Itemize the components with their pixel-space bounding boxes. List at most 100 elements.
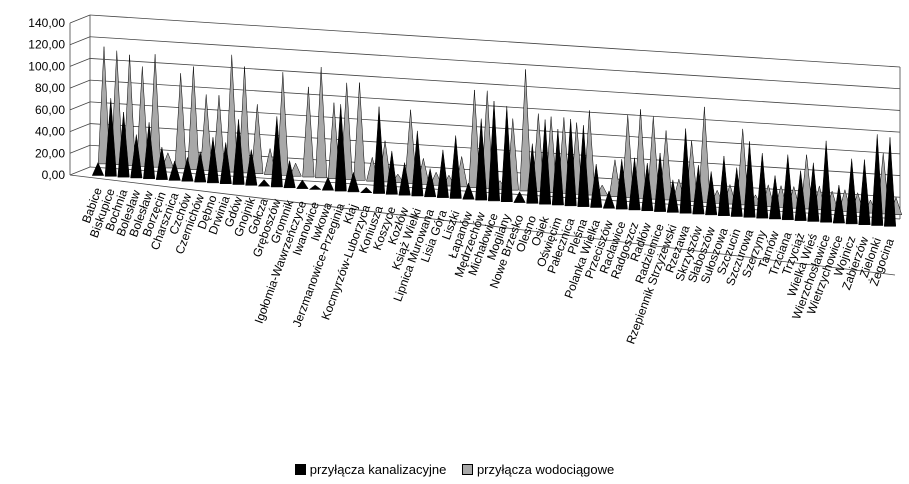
wodociagowe-peak bbox=[289, 162, 302, 177]
kanalizacyjne-peak bbox=[257, 179, 271, 187]
legend-label-kanalizacyjne: przyłącza kanalizacyjne bbox=[309, 462, 447, 477]
kanalizacyjne-peak bbox=[245, 149, 258, 186]
kanalizacyjne-peak bbox=[359, 186, 373, 193]
kanalizacyjne-peak bbox=[679, 128, 692, 214]
kanalizacyjne-peak bbox=[666, 179, 679, 213]
x-tick-label: Kłaj bbox=[340, 202, 360, 226]
wodociagowe-peak bbox=[276, 72, 289, 176]
wodociagowe-peak bbox=[251, 104, 264, 174]
kanalizacyjne-peak bbox=[104, 98, 117, 177]
kanalizacyjne-peak bbox=[807, 162, 820, 222]
kanalizacyjne-peak bbox=[283, 160, 296, 189]
wodociagowe-peak bbox=[647, 116, 660, 200]
kanalizacyjne-peak bbox=[232, 119, 245, 185]
x-axis: BabiceBiskupiceBochniaBolesławBolesławBo… bbox=[79, 185, 897, 345]
y-tick-label: 80,00 bbox=[35, 81, 65, 95]
series-back-layer bbox=[97, 46, 903, 215]
kanalizacyjne-peak bbox=[577, 125, 590, 207]
kanalizacyjne-peak bbox=[398, 162, 411, 196]
gridline-side bbox=[69, 123, 91, 132]
kanalizacyjne-peak bbox=[347, 171, 360, 193]
gridline bbox=[89, 14, 901, 68]
wodociagowe-peak bbox=[123, 54, 136, 166]
kanalizacyjne-peak bbox=[168, 160, 181, 181]
gridline bbox=[89, 58, 901, 111]
legend-label-wodociagowe: przyłącza wodociągowe bbox=[476, 462, 615, 477]
kanalizacyjne-peak bbox=[321, 176, 335, 191]
wodociagowe-peak bbox=[238, 66, 251, 174]
wodociagowe-peak bbox=[404, 109, 417, 184]
kanalizacyjne-peak bbox=[871, 134, 884, 226]
wodociagowe-peak bbox=[97, 46, 111, 165]
kanalizacyjne-peak bbox=[194, 151, 207, 183]
legend-swatch-wodociagowe bbox=[461, 464, 473, 475]
legend-item-wodociagowe: przyłącza wodociągowe bbox=[461, 462, 615, 477]
wodociagowe-peak bbox=[136, 66, 149, 167]
kanalizacyjne-peak bbox=[219, 142, 232, 184]
kanalizacyjne-peak bbox=[602, 190, 616, 209]
gridline-side bbox=[69, 144, 91, 154]
wodociagowe-peak bbox=[468, 89, 481, 188]
kanalizacyjne-peak bbox=[206, 137, 219, 184]
kanalizacyjne-peak bbox=[564, 118, 577, 207]
kanalizacyjne-peak bbox=[641, 162, 654, 212]
wodociagowe-peak bbox=[149, 54, 162, 168]
wodociagowe-peak bbox=[634, 109, 647, 199]
y-tick-label: 0,00 bbox=[42, 168, 66, 182]
kanalizacyjne-peak bbox=[143, 122, 156, 180]
gridline-side bbox=[69, 79, 91, 89]
gridline-side bbox=[69, 101, 91, 111]
y-tick-label: 60,00 bbox=[35, 103, 65, 117]
kanalizacyjne-peak bbox=[526, 143, 539, 204]
kanalizacyjne-peak bbox=[705, 171, 718, 216]
kanalizacyjne-peak bbox=[308, 184, 322, 190]
kanalizacyjne-peak bbox=[858, 159, 871, 225]
kanalizacyjne-peak bbox=[500, 106, 513, 203]
wodociagowe-peak bbox=[174, 73, 187, 170]
series-front-layer bbox=[91, 98, 897, 227]
wodociagowe-peak bbox=[200, 94, 213, 171]
kanalizacyjne-peak bbox=[155, 146, 168, 180]
wodociagowe-peak bbox=[315, 67, 328, 179]
wodociagowe-peak bbox=[519, 69, 532, 192]
kanalizacyjne-peak bbox=[628, 157, 641, 211]
y-tick-label: 20,00 bbox=[35, 146, 65, 160]
y-tick-label: 140,00 bbox=[28, 16, 65, 30]
kanalizacyjne-peak bbox=[654, 152, 667, 212]
kanalizacyjne-peak bbox=[411, 130, 424, 197]
y-axis: 0,00 20,00 40,00 60,00 80,00 100,00 120,00 140,… bbox=[28, 16, 65, 182]
kanalizacyjne-peak bbox=[334, 104, 347, 192]
gridline-side bbox=[69, 14, 91, 24]
kanalizacyjne-peak bbox=[91, 161, 105, 176]
kanalizacyjne-peak bbox=[730, 167, 743, 217]
kanalizacyjne-peak bbox=[385, 150, 398, 195]
kanalizacyjne-peak bbox=[743, 141, 756, 218]
y-tick-label: 40,00 bbox=[35, 125, 65, 139]
legend-swatch-kanalizacyjne bbox=[294, 464, 306, 475]
kanalizacyjne-peak bbox=[270, 116, 283, 188]
kanalizacyjne-peak bbox=[692, 165, 705, 215]
wodociagowe-peak bbox=[532, 113, 545, 193]
kanalizacyjne-peak bbox=[513, 191, 526, 203]
kanalizacyjne-peak bbox=[717, 155, 730, 216]
kanalizacyjne-peak bbox=[820, 140, 833, 223]
kanalizacyjne-peak bbox=[539, 119, 552, 205]
kanalizacyjne-peak bbox=[832, 185, 845, 224]
wodociagowe-peak bbox=[225, 54, 238, 173]
kanalizacyjne-peak bbox=[462, 182, 475, 200]
kanalizacyjne-peak bbox=[590, 164, 603, 208]
gridline-side bbox=[69, 36, 91, 46]
kanalizacyjne-peak bbox=[436, 149, 449, 198]
kanalizacyjne-peak bbox=[449, 135, 462, 199]
wodociagowe-peak bbox=[353, 82, 366, 181]
wodociagowe-peak bbox=[608, 159, 622, 197]
floor-edge bbox=[69, 174, 896, 276]
kanalizacyjne-peak bbox=[615, 159, 628, 210]
wodociagowe-peak bbox=[110, 50, 123, 165]
y-tick-label: 120,00 bbox=[28, 38, 65, 52]
gridline bbox=[89, 36, 901, 90]
kanalizacyjne-peak bbox=[296, 179, 309, 189]
wodociagowe-peak bbox=[302, 86, 315, 178]
kanalizacyjne-peak bbox=[373, 106, 386, 194]
